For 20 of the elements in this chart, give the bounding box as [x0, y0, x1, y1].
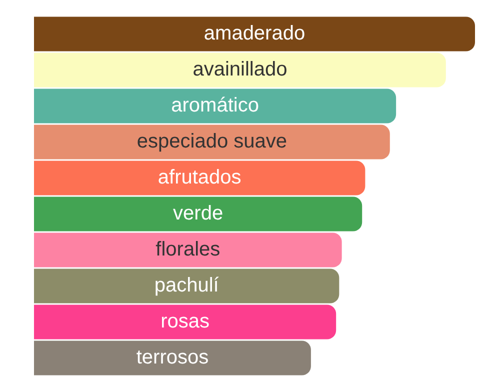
y-tick-label: avainillado — [192, 58, 288, 81]
bar — [34, 304, 336, 340]
y-tick-label: pachulí — [154, 274, 220, 297]
bar — [34, 16, 475, 52]
bar — [34, 52, 446, 88]
y-tick-label: afrutados — [158, 166, 242, 189]
bar — [34, 88, 396, 124]
bar — [34, 340, 311, 376]
bar — [34, 232, 342, 268]
y-tick-label: terrosos — [136, 346, 209, 369]
y-tick-label: verde — [173, 202, 224, 225]
y-tick-label: aromático — [171, 94, 259, 117]
bar — [34, 268, 340, 304]
bar — [34, 196, 362, 232]
bar — [34, 124, 390, 160]
y-tick-label: especiado suave — [136, 130, 287, 153]
y-tick-label: amaderado — [204, 22, 306, 45]
bar — [34, 160, 366, 196]
y-tick-label: rosas — [160, 310, 210, 333]
y-tick-label: florales — [156, 238, 220, 261]
